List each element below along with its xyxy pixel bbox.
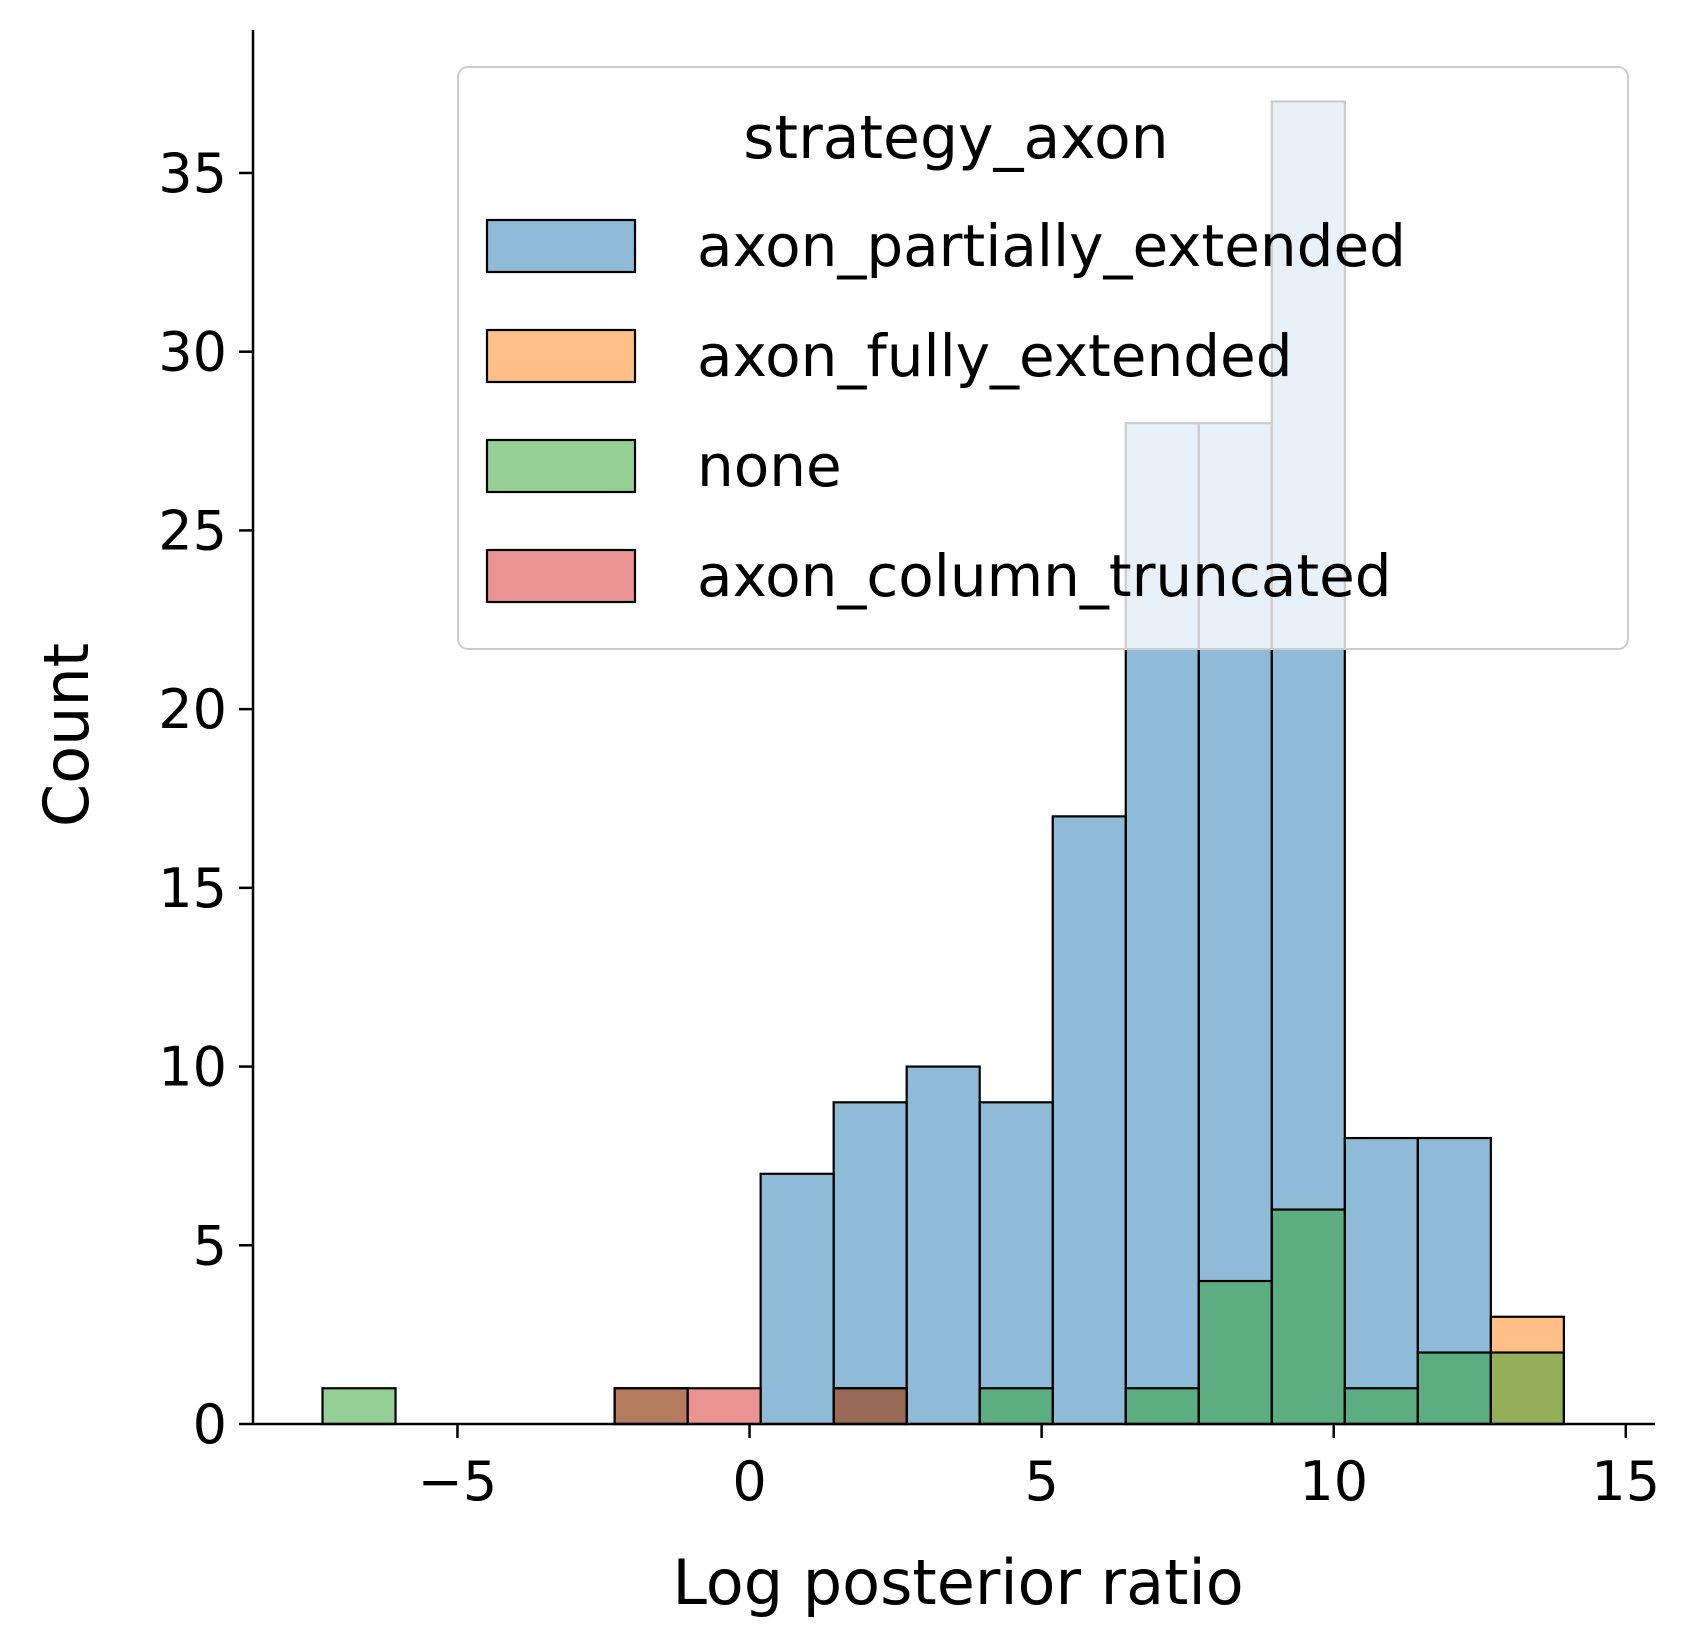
legend: strategy_axon axon_partially_extendedaxon… xyxy=(457,66,1629,650)
x-tick-label: 10 xyxy=(1299,1450,1368,1513)
y-tick-label: 35 xyxy=(158,142,227,205)
legend-label-axon_partially_extended: axon_partially_extended xyxy=(697,212,1406,280)
legend-swatch-axon_fully_extended xyxy=(485,328,637,384)
legend-frame xyxy=(457,66,1629,650)
bar-none-bin-9 xyxy=(978,1387,1054,1426)
y-tick-label: 5 xyxy=(193,1214,227,1277)
y-tick-label: 0 xyxy=(193,1393,227,1456)
y-tick-label: 15 xyxy=(158,857,227,920)
bar-none-bin-12 xyxy=(1197,1279,1273,1426)
bar-axon_column_truncated-bin-7 xyxy=(832,1387,908,1426)
legend-swatch-none xyxy=(485,438,637,494)
y-tick-label: 25 xyxy=(158,499,227,562)
legend-label-axon_column_truncated: axon_column_truncated xyxy=(697,542,1392,610)
bar-none-bin-11 xyxy=(1124,1387,1200,1426)
x-axis-label: Log posterior ratio xyxy=(672,1546,1243,1619)
bar-axon_partially_extended-bin-9 xyxy=(978,1101,1054,1426)
bar-axon_column_truncated-bin-4 xyxy=(613,1387,689,1426)
bar-none-bin-0 xyxy=(321,1387,397,1426)
axes-layer: −5 0 5 10 15 0 5 10 15 20 25 30 35 xyxy=(158,30,1660,1513)
bar-none-bin-14 xyxy=(1343,1387,1419,1426)
bar-axon_partially_extended-bin-7 xyxy=(832,1101,908,1426)
bar-none-bin-16 xyxy=(1489,1351,1565,1426)
legend-label-axon_fully_extended: axon_fully_extended xyxy=(697,322,1293,390)
legend-title: strategy_axon xyxy=(743,103,1168,173)
bar-axon_partially_extended-bin-14 xyxy=(1343,1136,1419,1426)
bar-axon_partially_extended-bin-6 xyxy=(759,1172,835,1426)
x-tick-label: 5 xyxy=(1024,1450,1058,1513)
bar-axon_partially_extended-bin-8 xyxy=(905,1065,981,1426)
bar-none-bin-15 xyxy=(1416,1351,1492,1426)
y-tick-label: 30 xyxy=(158,321,227,384)
legend-label-none: none xyxy=(697,432,842,500)
x-tick-label: 15 xyxy=(1591,1450,1660,1513)
y-tick-label: 10 xyxy=(158,1036,227,1099)
y-axis-label: Count xyxy=(30,643,103,827)
bar-axon_column_truncated-bin-5 xyxy=(686,1387,762,1426)
legend-swatch-axon_partially_extended xyxy=(485,218,637,274)
y-tick-label: 20 xyxy=(158,678,227,741)
x-tick-label: −5 xyxy=(418,1450,498,1513)
bar-axon_partially_extended-bin-10 xyxy=(1051,815,1127,1426)
x-tick-label: 0 xyxy=(732,1450,766,1513)
legend-swatch-axon_column_truncated xyxy=(485,548,637,604)
bar-none-bin-13 xyxy=(1270,1208,1346,1426)
